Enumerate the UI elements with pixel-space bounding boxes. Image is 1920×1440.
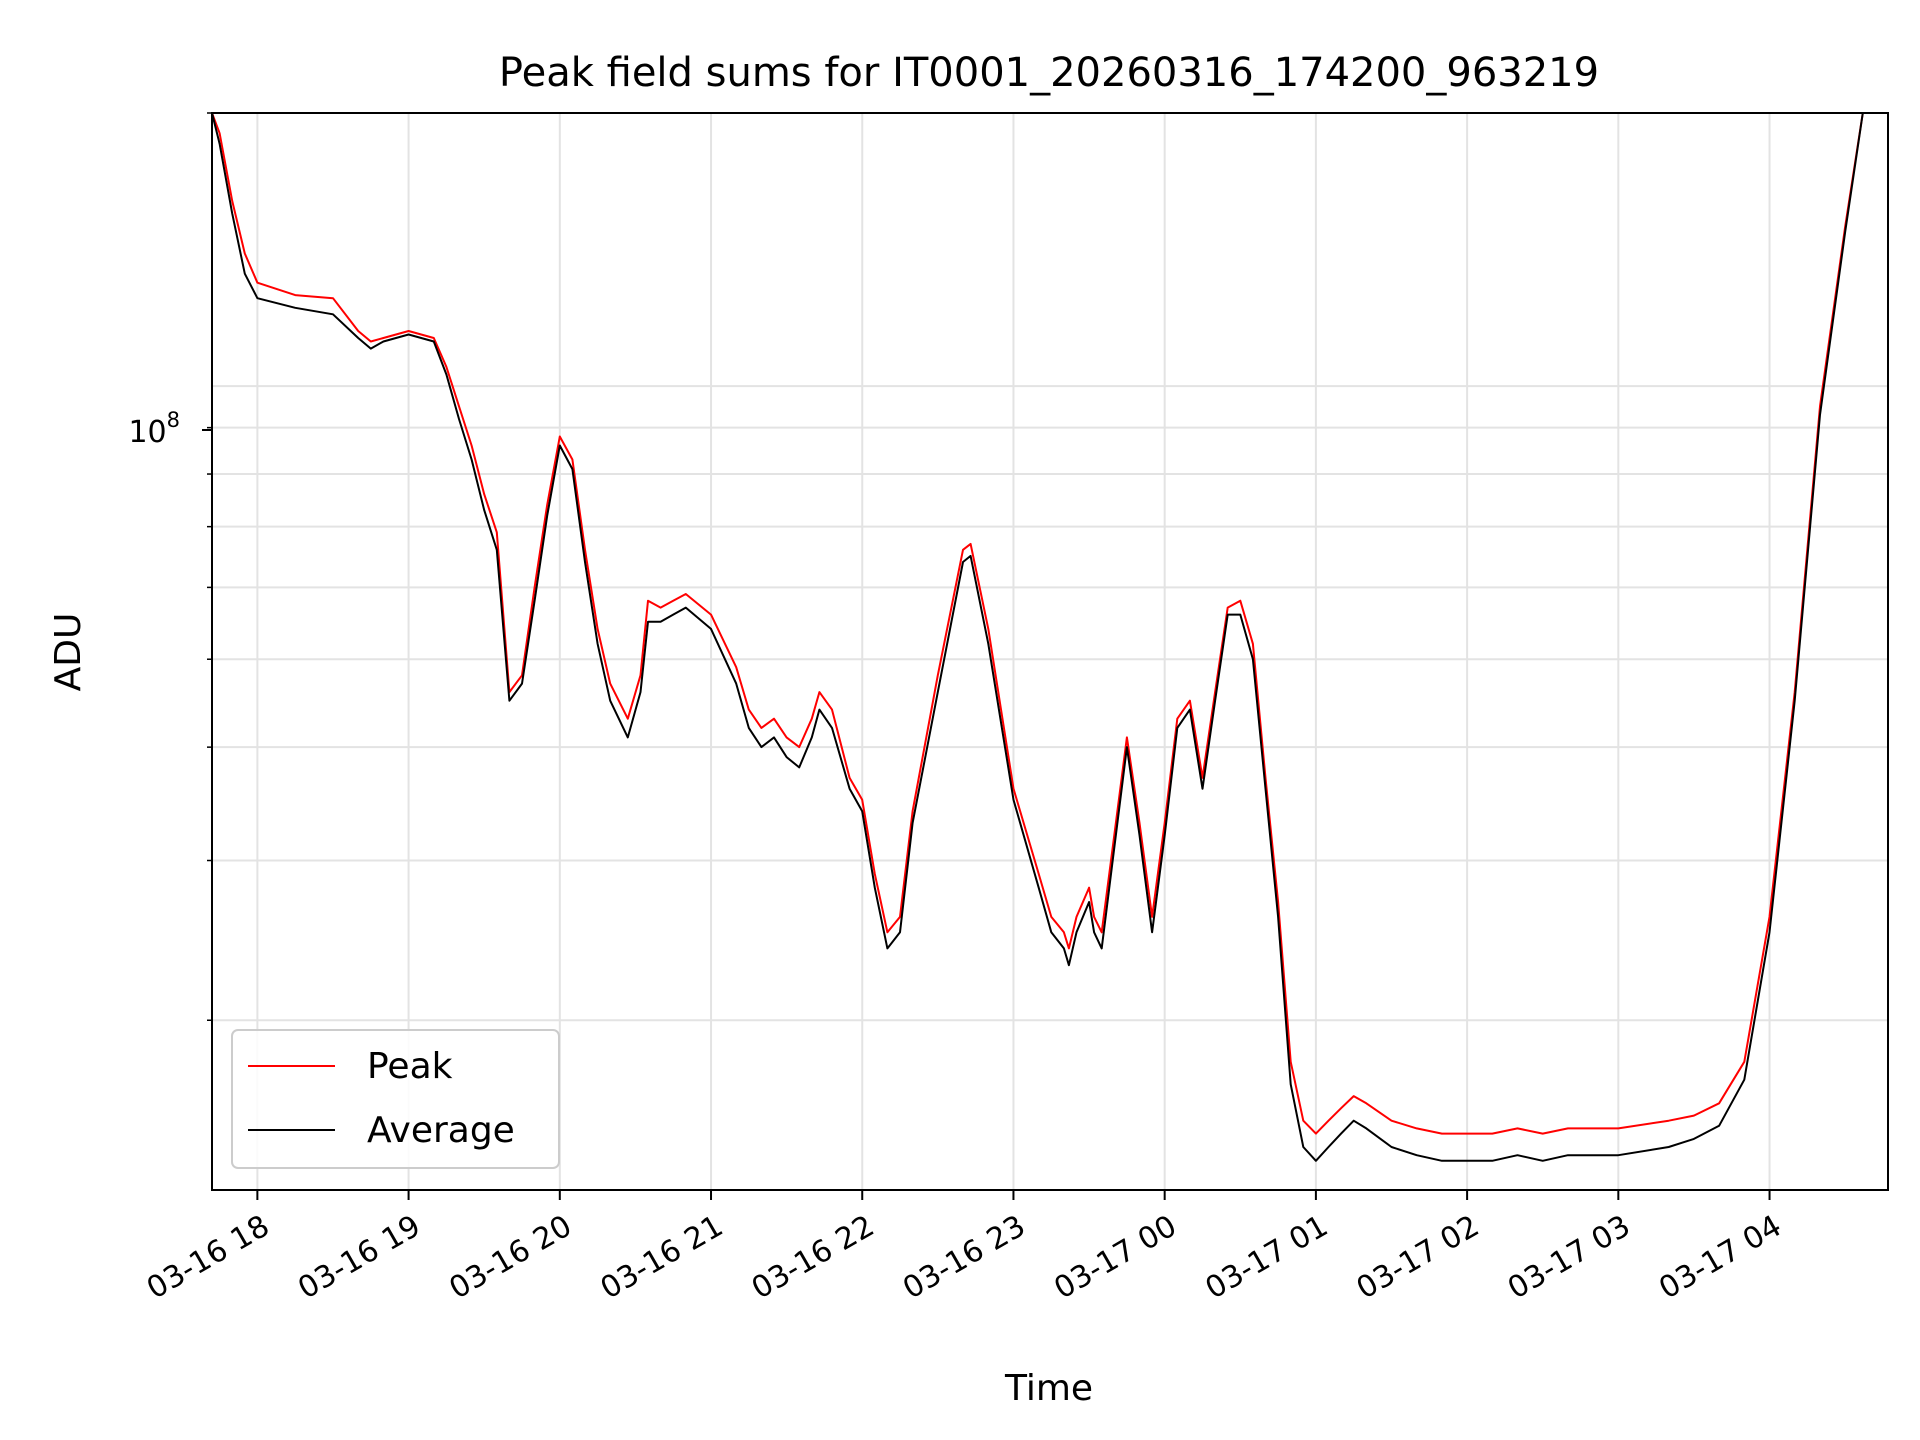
series-line-peak bbox=[211, 112, 1864, 1135]
legend-peak-label: Peak bbox=[367, 1046, 453, 1087]
plot-frame bbox=[211, 112, 1889, 1191]
y-tick-exponent: 8 bbox=[167, 408, 180, 432]
grid bbox=[212, 112, 1888, 1190]
chart-title: Peak field sums for IT0001_20260316_1742… bbox=[499, 50, 1599, 96]
y-axis-label: ADU bbox=[48, 613, 89, 692]
y-axis-minor-ticks bbox=[207, 112, 212, 1022]
plot-series bbox=[211, 112, 1864, 1162]
legend-box bbox=[231, 1029, 560, 1169]
x-axis-label: Time bbox=[1004, 1368, 1093, 1409]
y-axis-ticks: 108 bbox=[128, 408, 212, 450]
y-tick-base: 10 bbox=[128, 415, 166, 450]
series-line-average bbox=[211, 112, 1864, 1162]
y-tick-label: 108 bbox=[128, 408, 180, 450]
legend-average-label: Average bbox=[367, 1110, 515, 1151]
legend: Peak Average bbox=[231, 1029, 560, 1169]
